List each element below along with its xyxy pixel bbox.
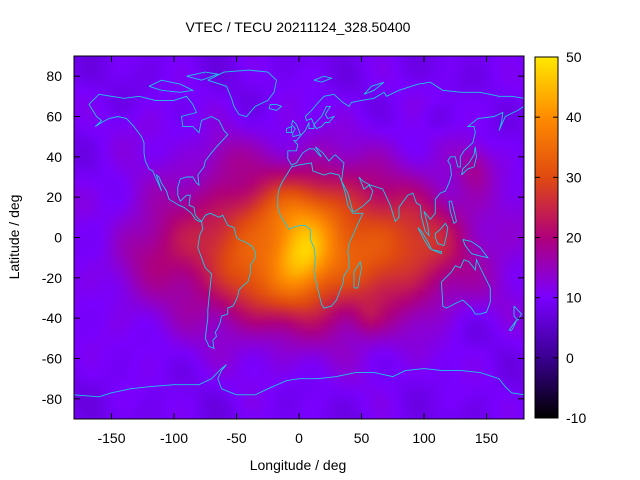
x-tick-label: 100	[412, 430, 436, 446]
coastline-segment	[434, 222, 449, 247]
coastline-segment	[268, 103, 283, 111]
coastline-segment	[290, 119, 301, 138]
x-tick-label: -50	[226, 430, 246, 446]
y-axis: -80 -60 -40 -20 0 20 40 60 80	[42, 68, 524, 407]
coastline-segment	[287, 81, 524, 237]
x-tick-label: -100	[160, 430, 188, 446]
colorbar-tick-label: 30	[566, 169, 582, 185]
coastline-segment	[363, 81, 385, 95]
coastline-segment	[513, 305, 523, 321]
y-tick-label: -60	[42, 351, 62, 367]
coastline-segment	[197, 212, 256, 350]
x-tick-label: -150	[97, 430, 125, 446]
colorbar-tick-label: 50	[566, 49, 582, 65]
x-axis-label: Longitude / deg	[250, 457, 347, 473]
coastline-segment	[353, 260, 362, 289]
chart-title: VTEC / TECU 20211124_328.50400	[186, 19, 411, 35]
coastline-segment	[441, 258, 491, 315]
x-axis: -150 -100 -50 0 50 100 150	[97, 56, 498, 446]
y-tick-label: -80	[42, 391, 62, 407]
coastline-segment	[148, 79, 195, 93]
coastline-segment	[207, 69, 277, 118]
coastline-segment	[431, 249, 442, 255]
x-tick-label: 150	[475, 430, 499, 446]
coastline-segment	[74, 364, 524, 398]
y-tick-label: -40	[42, 310, 62, 326]
coastline-segment	[88, 93, 229, 222]
coastline-segment	[462, 239, 489, 259]
y-tick-label: 40	[46, 149, 62, 165]
colorbar-tick-label: 20	[566, 230, 582, 246]
heatmap-layer	[74, 56, 524, 419]
y-tick-label: 20	[46, 189, 62, 205]
colorbar: -10 0 10 20 30 40 50	[534, 49, 586, 426]
colorbar-tick-label: 0	[566, 350, 574, 366]
coastline-segment	[508, 319, 517, 331]
coastline-segment	[448, 200, 458, 225]
y-tick-label: 60	[46, 109, 62, 125]
colorbar-tick-label: 40	[566, 109, 582, 125]
colorbar-tick-label: 10	[566, 290, 582, 306]
y-tick-label: 80	[46, 68, 62, 84]
heatmap-image	[74, 56, 524, 419]
y-tick-label: -20	[42, 270, 62, 286]
coastline-overlay	[74, 69, 524, 398]
coastline-segment	[313, 105, 336, 130]
coastline-segment	[186, 71, 220, 81]
coastline-segment	[277, 162, 364, 309]
y-axis-label: Latitude / deg	[6, 195, 22, 280]
coastline-segment	[313, 75, 333, 83]
y-tick-label: 0	[54, 230, 62, 246]
x-tick-label: 50	[354, 430, 370, 446]
colorbar-tick-label: -10	[566, 410, 586, 426]
colorbar-ticks: -10 0 10 20 30 40 50	[535, 49, 586, 426]
coastline-segment	[461, 146, 477, 176]
coastline-segment	[286, 125, 292, 134]
x-tick-label: 0	[295, 430, 303, 446]
